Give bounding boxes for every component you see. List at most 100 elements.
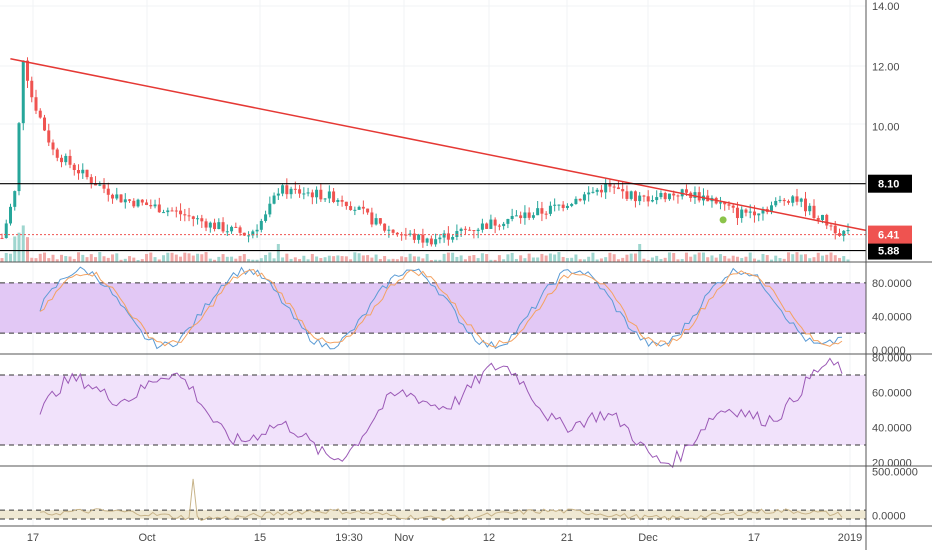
- candle-body[interactable]: [561, 204, 565, 208]
- candle-body[interactable]: [638, 195, 642, 202]
- candle-body[interactable]: [667, 193, 671, 200]
- candle-body[interactable]: [446, 233, 450, 240]
- candle-body[interactable]: [183, 214, 187, 216]
- candle-body[interactable]: [349, 206, 353, 211]
- candle-body[interactable]: [455, 231, 459, 238]
- candle-body[interactable]: [285, 185, 289, 195]
- candle-body[interactable]: [221, 222, 225, 232]
- candle-body[interactable]: [187, 215, 191, 217]
- candle-body[interactable]: [421, 234, 425, 243]
- candle-body[interactable]: [774, 200, 778, 206]
- candle-body[interactable]: [251, 231, 255, 236]
- candle-body[interactable]: [412, 233, 416, 240]
- candle-body[interactable]: [544, 213, 548, 215]
- candle-body[interactable]: [519, 215, 523, 219]
- candle-body[interactable]: [289, 188, 293, 195]
- candle-body[interactable]: [404, 234, 408, 236]
- candle-body[interactable]: [625, 191, 629, 199]
- candle-body[interactable]: [506, 218, 510, 224]
- candle-body[interactable]: [332, 191, 336, 202]
- candle-body[interactable]: [302, 193, 306, 195]
- candle-body[interactable]: [761, 208, 765, 214]
- candle-body[interactable]: [820, 214, 824, 221]
- candle-body[interactable]: [225, 231, 229, 233]
- candle-body[interactable]: [735, 207, 739, 219]
- candle-body[interactable]: [89, 177, 93, 184]
- candle-body[interactable]: [51, 142, 55, 150]
- candle-body[interactable]: [213, 222, 217, 230]
- candle-body[interactable]: [791, 196, 795, 203]
- candle-body[interactable]: [293, 188, 297, 190]
- candle-body[interactable]: [200, 218, 204, 222]
- candle-body[interactable]: [94, 183, 98, 186]
- candle-body[interactable]: [255, 229, 259, 232]
- candle-body[interactable]: [748, 211, 752, 213]
- candle-body[interactable]: [111, 194, 115, 199]
- candle-body[interactable]: [608, 183, 612, 187]
- candle-body[interactable]: [799, 198, 803, 202]
- candle-body[interactable]: [60, 157, 64, 163]
- candle-body[interactable]: [140, 199, 144, 203]
- candle-body[interactable]: [378, 218, 382, 224]
- candle-body[interactable]: [574, 198, 578, 204]
- candle-body[interactable]: [315, 189, 319, 198]
- candle-body[interactable]: [744, 209, 748, 213]
- candle-body[interactable]: [13, 191, 17, 207]
- candle-body[interactable]: [98, 184, 102, 186]
- candle-body[interactable]: [191, 216, 195, 219]
- candle-body[interactable]: [795, 196, 799, 202]
- candle-body[interactable]: [306, 192, 310, 194]
- candle-body[interactable]: [612, 186, 616, 188]
- candle-body[interactable]: [663, 192, 667, 200]
- candle-body[interactable]: [829, 225, 833, 227]
- candle-body[interactable]: [803, 198, 807, 212]
- candle-body[interactable]: [344, 201, 348, 207]
- candle-body[interactable]: [480, 223, 484, 230]
- candle-body[interactable]: [259, 220, 263, 230]
- candle-body[interactable]: [468, 229, 472, 231]
- candle-body[interactable]: [47, 130, 51, 143]
- candle-body[interactable]: [502, 223, 506, 227]
- candle-body[interactable]: [642, 195, 646, 197]
- candle-body[interactable]: [417, 234, 421, 240]
- candle-body[interactable]: [157, 204, 161, 213]
- candle-body[interactable]: [310, 192, 314, 198]
- candle-body[interactable]: [327, 191, 331, 199]
- candle-body[interactable]: [17, 123, 21, 192]
- candle-body[interactable]: [366, 208, 370, 213]
- candle-body[interactable]: [174, 210, 178, 212]
- candle-body[interactable]: [531, 215, 535, 218]
- candle-body[interactable]: [247, 235, 251, 237]
- candle-body[interactable]: [21, 60, 25, 124]
- candle-body[interactable]: [646, 196, 650, 202]
- candle-body[interactable]: [553, 204, 557, 206]
- candle-body[interactable]: [72, 164, 76, 171]
- candle-body[interactable]: [179, 210, 183, 215]
- candle-body[interactable]: [370, 212, 374, 225]
- candle-body[interactable]: [837, 233, 841, 236]
- candle-body[interactable]: [557, 204, 561, 206]
- candle-body[interactable]: [64, 155, 68, 163]
- candle-body[interactable]: [472, 230, 476, 232]
- candle-body[interactable]: [128, 199, 132, 201]
- candle-body[interactable]: [595, 189, 599, 192]
- candle-body[interactable]: [26, 60, 30, 81]
- candle-body[interactable]: [778, 199, 782, 201]
- candle-body[interactable]: [425, 238, 429, 243]
- time-axis[interactable]: 17 Oct 15 19:30 Nov 12 21 Dec 17 2019: [27, 532, 862, 544]
- candle-body[interactable]: [153, 204, 157, 207]
- candle-body[interactable]: [650, 200, 654, 202]
- price-lines[interactable]: [0, 57, 867, 252]
- candle-body[interactable]: [752, 211, 756, 216]
- candle-body[interactable]: [323, 198, 327, 200]
- candle-body[interactable]: [616, 187, 620, 190]
- candle-body[interactable]: [238, 227, 242, 233]
- candle-body[interactable]: [591, 191, 595, 193]
- candle-body[interactable]: [451, 237, 455, 240]
- candle-body[interactable]: [536, 208, 540, 216]
- candle-body[interactable]: [786, 201, 790, 203]
- candle-body[interactable]: [102, 184, 106, 189]
- candle-body[interactable]: [693, 192, 697, 198]
- candle-body[interactable]: [298, 189, 302, 194]
- candle-body[interactable]: [357, 206, 361, 210]
